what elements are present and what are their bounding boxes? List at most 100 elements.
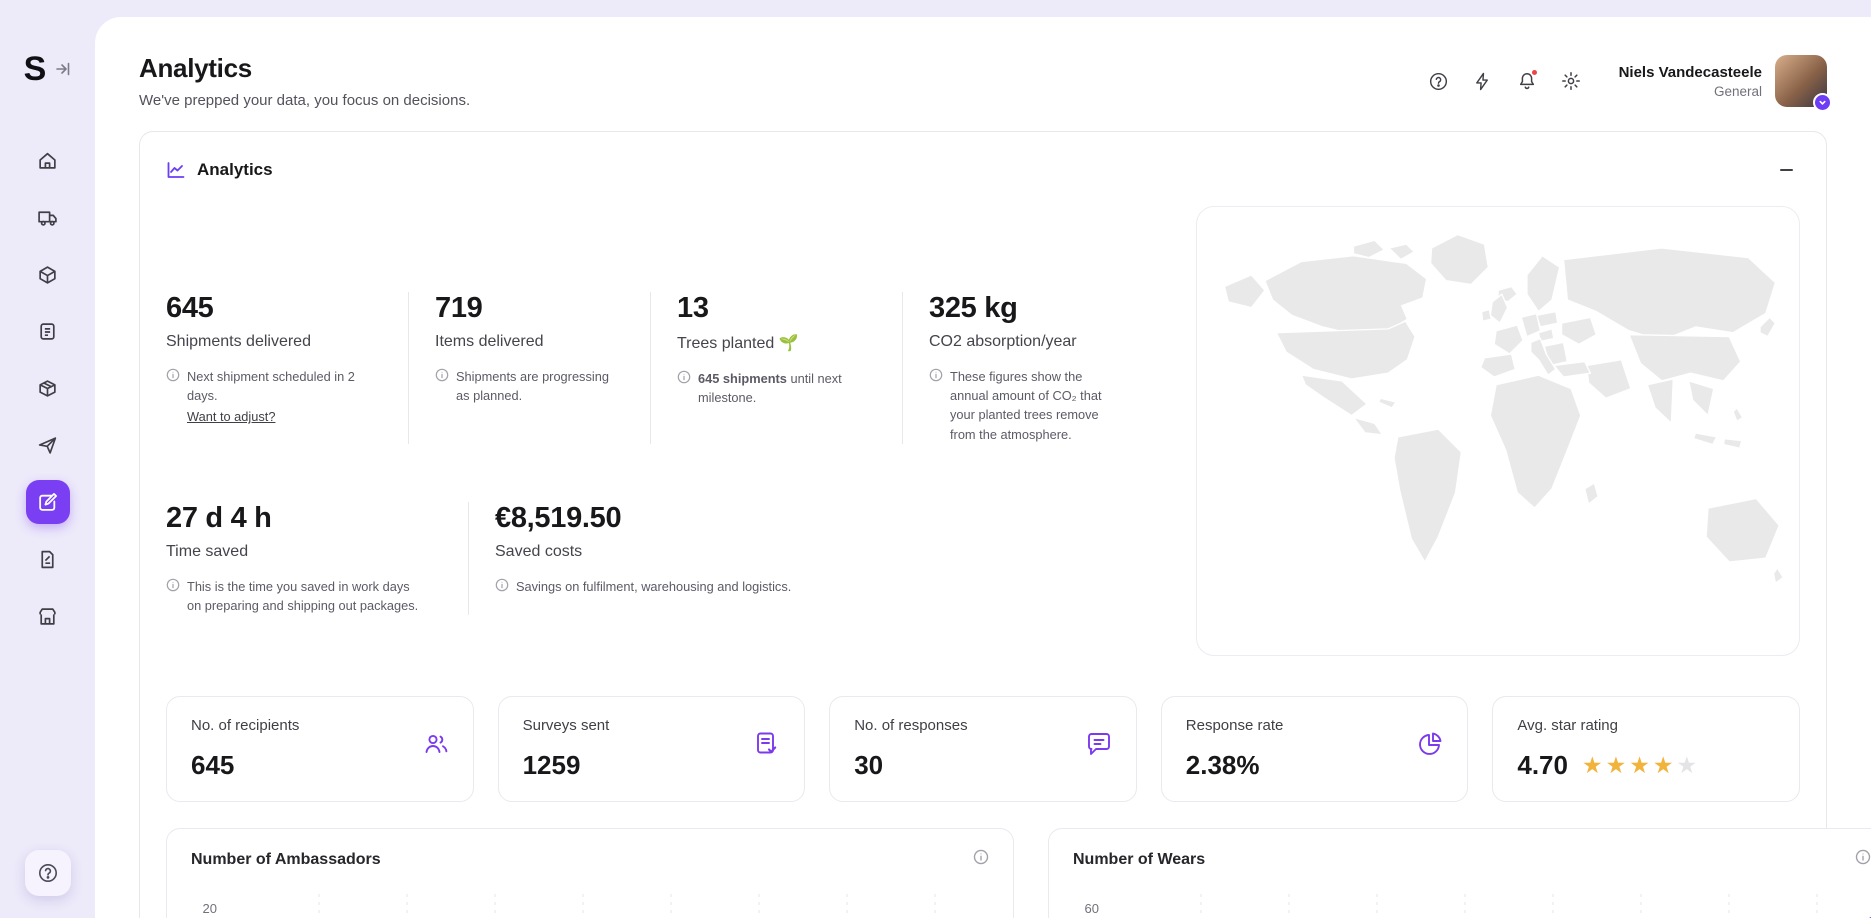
stat-value: 27 d 4 h <box>166 501 272 534</box>
south-america <box>1393 428 1463 563</box>
sidebar-item-documents[interactable] <box>26 537 70 581</box>
madagascar <box>1584 482 1599 505</box>
pie-chart-icon <box>1415 729 1445 764</box>
minus-icon <box>1779 169 1793 171</box>
stat-saved-costs: €8,519.50 Saved costs Savings on fulfilm… <box>468 501 817 616</box>
india <box>1646 378 1675 424</box>
info-icon[interactable] <box>677 370 691 407</box>
settings-icon[interactable] <box>1553 63 1589 99</box>
kpi-label: Response rate <box>1185 717 1284 734</box>
analytics-card: Analytics 645 Shipments delivered Next s… <box>139 131 1871 918</box>
chart-title: Number of Wears <box>1073 850 1206 868</box>
info-icon[interactable] <box>166 578 180 615</box>
stat-note-text: This is the time you saved in work days … <box>187 578 419 613</box>
y-axis-tick: 20 <box>202 901 217 916</box>
sidebar-item-home[interactable] <box>26 138 70 182</box>
sidebar-item-orders[interactable] <box>26 309 70 353</box>
turkey <box>1553 360 1592 378</box>
sidebar-item-send[interactable] <box>26 423 70 467</box>
star-filled-icon: ★ <box>1581 752 1603 778</box>
japan <box>1759 316 1777 338</box>
adjust-link[interactable]: Want to adjust? <box>187 409 276 425</box>
stat-label: CO2 absorption/year <box>929 333 1077 350</box>
indonesia-2 <box>1722 438 1743 450</box>
info-icon[interactable] <box>929 368 943 444</box>
philippines <box>1732 407 1744 423</box>
notifications-icon[interactable] <box>1509 63 1545 99</box>
help-circle-icon[interactable] <box>1421 63 1457 99</box>
y-axis-tick: 60 <box>1084 901 1099 916</box>
info-icon[interactable] <box>495 578 509 597</box>
user-menu[interactable]: Niels Vandecasteele General <box>1619 55 1832 112</box>
alaska <box>1223 274 1266 309</box>
kpi-responses: No. of responses 30 <box>829 696 1137 802</box>
stat-note-text: Savings on fulfilment, warehousing and l… <box>516 578 792 594</box>
sidebar-item-packages[interactable] <box>26 366 70 410</box>
avatar[interactable] <box>1775 55 1832 112</box>
central-america <box>1352 416 1384 436</box>
ukraine <box>1560 316 1597 345</box>
stat-label: Time saved <box>166 542 249 560</box>
stat-note-text: 645 shipments until next milestone. <box>698 371 842 406</box>
wears-chart-card: Number of Wears 60 <box>1048 828 1871 918</box>
chart-title: Number of Ambassadors <box>191 850 381 868</box>
stat-label: Saved costs <box>495 542 583 560</box>
charts-row: Number of Ambassadors 20 Number of Wears… <box>166 828 1871 918</box>
mexico <box>1300 374 1368 417</box>
kpi-value: 1259 <box>522 750 581 780</box>
collapse-card-button[interactable] <box>1772 156 1800 184</box>
app-logo[interactable]: S <box>23 50 47 88</box>
star-filled-icon: ★ <box>1629 752 1650 778</box>
sidebar-item-engage-active[interactable] <box>25 480 70 524</box>
southeast-asia <box>1688 380 1715 417</box>
stat-co2-absorption: 325 kg CO2 absorption/year These figures… <box>902 292 1142 444</box>
canadian-arctic <box>1352 239 1386 259</box>
help-button[interactable] <box>24 850 71 896</box>
seedling-emoji: 🌱 <box>778 335 799 352</box>
central-asia <box>1628 333 1742 382</box>
united-states <box>1275 320 1416 380</box>
canadian-arctic-2 <box>1388 243 1415 261</box>
info-icon[interactable] <box>973 849 989 870</box>
info-icon[interactable] <box>166 368 180 427</box>
chat-bubble-icon <box>1084 729 1114 764</box>
stat-items-delivered: 719 Items delivered Shipments are progre… <box>408 292 650 444</box>
ambassadors-chart-card: Number of Ambassadors 20 <box>166 828 1014 918</box>
russia-asia <box>1562 247 1777 342</box>
stat-value: 13 <box>677 292 709 324</box>
canada <box>1264 254 1428 336</box>
main-panel: Analytics We've prepped your data, you f… <box>95 17 1871 918</box>
indonesia <box>1692 432 1718 446</box>
info-icon[interactable] <box>435 368 449 405</box>
line-chart-icon <box>166 160 186 180</box>
analytics-card-title: Analytics <box>197 160 273 179</box>
stat-note-text: Next shipment scheduled in 2 days. <box>187 369 355 404</box>
quick-actions-icon[interactable] <box>1465 63 1501 99</box>
world-map-card <box>1196 206 1800 656</box>
kpi-recipients: No. of recipients 645 <box>166 696 474 802</box>
stat-value: €8,519.50 <box>495 501 622 534</box>
stat-value: 719 <box>435 292 483 324</box>
page-title: Analytics <box>139 53 252 83</box>
middle-east <box>1585 359 1632 399</box>
france <box>1493 324 1524 355</box>
info-icon[interactable] <box>1855 849 1871 870</box>
australia <box>1705 497 1780 563</box>
topbar: Analytics We've prepped your data, you f… <box>139 53 1832 112</box>
africa <box>1489 374 1582 509</box>
stat-shipments-delivered: 645 Shipments delivered Next shipment sc… <box>166 292 408 444</box>
sidebar-item-store[interactable] <box>26 594 70 638</box>
notification-dot <box>1530 69 1538 76</box>
sidebar-item-returns[interactable] <box>26 252 70 296</box>
page-subtitle: We've prepped your data, you focus on de… <box>139 92 471 109</box>
stat-trees-planted: 13 Trees planted 🌱 645 shipments until n… <box>650 292 902 444</box>
italy <box>1530 337 1557 376</box>
ambassadors-line-chart <box>318 894 936 918</box>
cuba <box>1377 397 1397 409</box>
kpi-value: 4.70 <box>1517 750 1568 780</box>
world-map <box>1223 233 1784 584</box>
sidebar-item-shipping[interactable] <box>26 195 70 239</box>
star-rating-stars: ★ ★ ★ ★ ★ <box>1582 754 1697 777</box>
sidebar-expand-icon[interactable] <box>55 61 71 77</box>
ireland <box>1480 308 1492 322</box>
